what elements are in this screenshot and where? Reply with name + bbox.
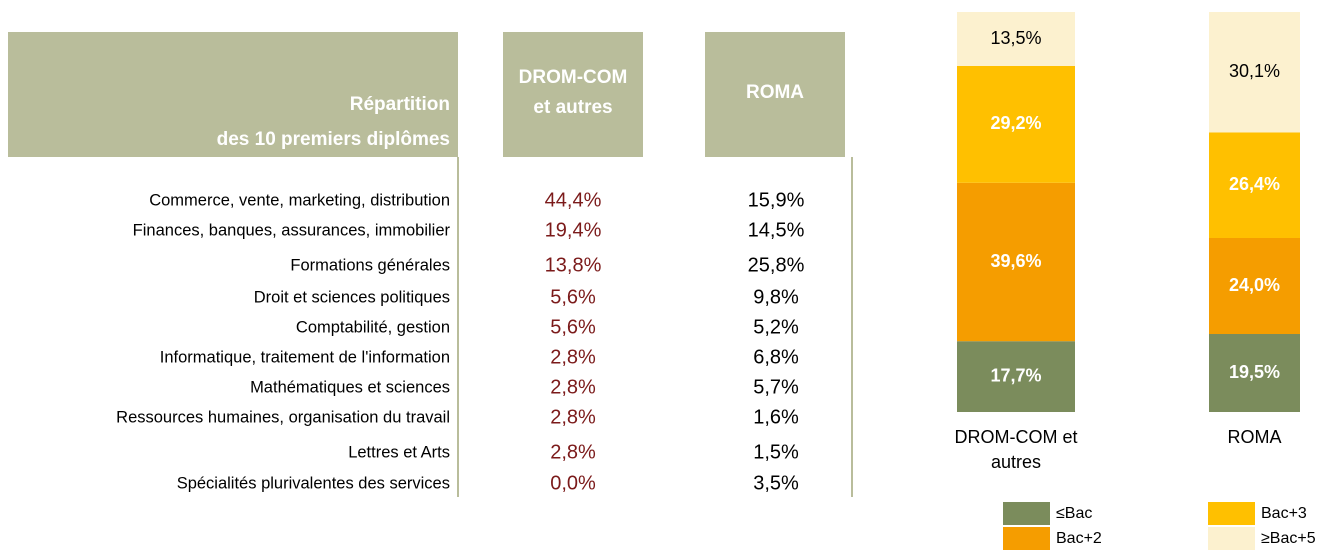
cell: 5,6%	[550, 286, 596, 308]
row-label: Mathématiques et sciences	[250, 378, 450, 396]
column-header: ROMA	[746, 82, 804, 103]
cell: 5,2%	[753, 316, 799, 338]
row-label: Informatique, traitement de l'informatio…	[160, 348, 450, 366]
category-label: DROM-COM et autres	[954, 427, 1078, 472]
row-label: Ressources humaines, organisation du tra…	[116, 408, 450, 426]
bar-segment	[1209, 132, 1300, 238]
cell: 2,8%	[550, 406, 596, 428]
header-box	[8, 32, 458, 157]
value-label: 13,5%	[990, 28, 1041, 48]
value-label: 39,6%	[990, 251, 1041, 271]
row-label: Droit et sciences politiques	[254, 288, 450, 306]
row-label: Commerce, vente, marketing, distribution	[149, 191, 450, 209]
row-label: Finances, banques, assurances, immobilie…	[133, 221, 451, 239]
row-label: Spécialités plurivalentes des services	[177, 474, 450, 492]
header-box	[503, 32, 643, 157]
category-label: ROMA	[1227, 427, 1282, 447]
column-header: et autres	[533, 97, 612, 118]
bar-segment	[957, 341, 1075, 412]
value-label: 17,7%	[990, 365, 1041, 385]
value-label: 30,1%	[1229, 61, 1280, 81]
cell: 0,0%	[550, 472, 596, 494]
column-header: DROM-COM	[519, 67, 628, 88]
cell: 25,8%	[748, 254, 805, 276]
legend-label: ≥Bac+5	[1261, 530, 1316, 547]
cell: 14,5%	[748, 219, 805, 241]
cell: 13,8%	[545, 254, 602, 276]
bar-segment	[1209, 334, 1300, 412]
cell: 2,8%	[550, 346, 596, 368]
value-label: 29,2%	[990, 113, 1041, 133]
cell: 44,4%	[545, 189, 602, 211]
legend-label: ≤Bac	[1056, 505, 1092, 522]
header-box	[705, 32, 845, 157]
value-label: 19,5%	[1229, 362, 1280, 382]
cell: 1,6%	[753, 406, 799, 428]
cell: 9,8%	[753, 286, 799, 308]
cell: 19,4%	[545, 219, 602, 241]
value-label: 24,0%	[1229, 275, 1280, 295]
table-title: des 10 premiers diplômes	[217, 129, 450, 150]
legend-label: Bac+2	[1056, 530, 1102, 547]
bar-segment	[957, 66, 1075, 183]
cell: 15,9%	[748, 189, 805, 211]
bar-segment	[1209, 12, 1300, 133]
row-label: Comptabilité, gestion	[296, 318, 450, 336]
cell: 2,8%	[550, 376, 596, 398]
cell: 1,5%	[753, 441, 799, 463]
legend-swatch	[1208, 502, 1255, 525]
legend-swatch	[1208, 527, 1255, 550]
row-label: Formations générales	[290, 256, 450, 274]
cell: 5,7%	[753, 376, 799, 398]
row-label: Lettres et Arts	[348, 443, 450, 461]
legend-swatch	[1003, 527, 1050, 550]
table-title: Répartition	[350, 94, 450, 115]
legend-swatch	[1003, 502, 1050, 525]
bar-segment	[1209, 238, 1300, 334]
bar-segment	[957, 12, 1075, 66]
cell: 5,6%	[550, 316, 596, 338]
cell: 3,5%	[753, 472, 799, 494]
cell: 2,8%	[550, 441, 596, 463]
cell: 6,8%	[753, 346, 799, 368]
value-label: 26,4%	[1229, 174, 1280, 194]
legend-label: Bac+3	[1261, 505, 1307, 522]
bar-segment	[957, 182, 1075, 342]
